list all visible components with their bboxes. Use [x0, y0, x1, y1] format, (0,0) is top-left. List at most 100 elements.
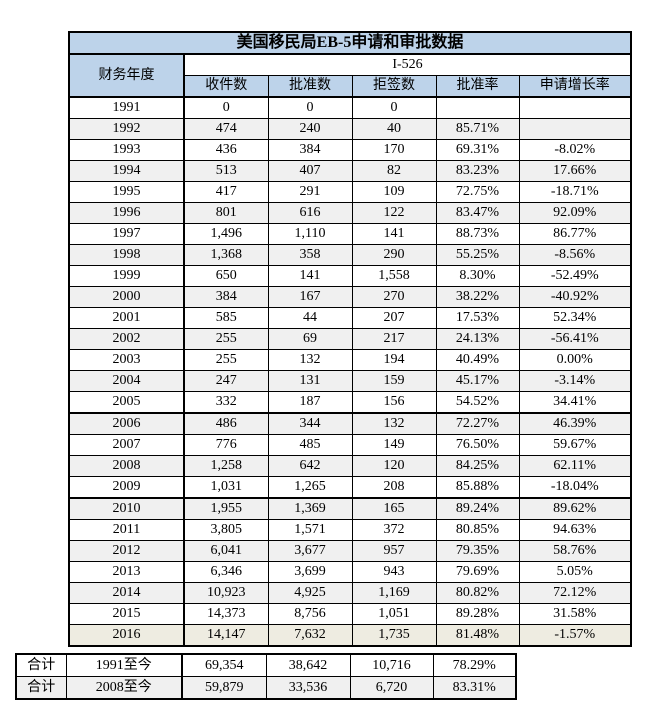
fiscal-year-header: 财务年度	[68, 53, 185, 98]
year-cell: 2006	[68, 412, 185, 435]
table-row: 1999 650 141 1,558 8.30% -52.49%	[68, 265, 632, 287]
received-cell: 585	[183, 307, 269, 329]
approved-cell: 3,699	[267, 561, 353, 583]
received-cell: 6,041	[183, 540, 269, 562]
year-cell: 1996	[68, 202, 185, 224]
growth-rate-cell: 94.63%	[518, 519, 632, 541]
total-approval-rate-cell: 78.29%	[432, 653, 517, 677]
year-cell: 1997	[68, 223, 185, 245]
approval-rate-cell: 45.17%	[435, 370, 520, 392]
approval-rate-cell: 55.25%	[435, 244, 520, 266]
approved-cell: 4,925	[267, 582, 353, 604]
table-row: 2016 14,147 7,632 1,735 81.48% -1.57%	[68, 624, 632, 647]
approval-rate-cell	[435, 96, 520, 119]
denied-cell: 943	[351, 561, 437, 583]
table-row: 2005 332 187 156 54.52% 34.41%	[68, 391, 632, 414]
total-range-cell: 2008至今	[65, 676, 183, 700]
received-cell: 3,805	[183, 519, 269, 541]
growth-rate-cell: -18.71%	[518, 181, 632, 203]
denied-cell: 122	[351, 202, 437, 224]
approved-cell: 1,265	[267, 476, 353, 499]
approved-cell: 291	[267, 181, 353, 203]
year-cell: 2014	[68, 582, 185, 604]
received-cell: 776	[183, 434, 269, 456]
year-cell: 2001	[68, 307, 185, 329]
received-cell: 436	[183, 139, 269, 161]
table-row: 2007 776 485 149 76.50% 59.67%	[68, 434, 632, 456]
growth-rate-cell: -40.92%	[518, 286, 632, 308]
table-row: 2012 6,041 3,677 957 79.35% 58.76%	[68, 540, 632, 562]
growth-rate-cell: 52.34%	[518, 307, 632, 329]
totals-table: 合计 1991至今 69,354 38,642 10,716 78.29% 合计…	[15, 653, 517, 700]
approval-rate-cell: 17.53%	[435, 307, 520, 329]
growth-rate-cell: -8.56%	[518, 244, 632, 266]
year-cell: 2011	[68, 519, 185, 541]
approval-rate-cell: 40.49%	[435, 349, 520, 371]
received-cell: 332	[183, 391, 269, 414]
approval-rate-cell: 89.28%	[435, 603, 520, 625]
approval-rate-cell: 84.25%	[435, 455, 520, 477]
approved-cell: 131	[267, 370, 353, 392]
approval-rate-cell: 69.31%	[435, 139, 520, 161]
received-cell: 0	[183, 96, 269, 119]
year-cell: 2002	[68, 328, 185, 350]
year-cell: 2012	[68, 540, 185, 562]
total-approved-cell: 38,642	[265, 653, 351, 677]
approved-cell: 616	[267, 202, 353, 224]
denied-cell: 208	[351, 476, 437, 499]
denied-cell: 957	[351, 540, 437, 562]
growth-rate-cell: 31.58%	[518, 603, 632, 625]
approval-rate-cell: 89.24%	[435, 497, 520, 520]
received-cell: 1,368	[183, 244, 269, 266]
table-row: 2010 1,955 1,369 165 89.24% 89.62%	[68, 497, 632, 520]
approval-rate-cell: 85.88%	[435, 476, 520, 499]
totals-row: 合计 1991至今 69,354 38,642 10,716 78.29%	[15, 653, 517, 677]
received-cell: 1,258	[183, 455, 269, 477]
growth-rate-cell	[518, 96, 632, 119]
table-row: 1994 513 407 82 83.23% 17.66%	[68, 160, 632, 182]
approved-cell: 44	[267, 307, 353, 329]
total-received-cell: 69,354	[181, 653, 267, 677]
growth-rate-cell: 92.09%	[518, 202, 632, 224]
denied-cell: 270	[351, 286, 437, 308]
growth-rate-cell: 34.41%	[518, 391, 632, 414]
table-row: 1996 801 616 122 83.47% 92.09%	[68, 202, 632, 224]
received-cell: 14,373	[183, 603, 269, 625]
table-row: 2001 585 44 207 17.53% 52.34%	[68, 307, 632, 329]
approved-cell: 132	[267, 349, 353, 371]
approval-rate-column-header: 批准率	[435, 75, 520, 98]
denied-cell: 82	[351, 160, 437, 182]
year-cell: 1994	[68, 160, 185, 182]
approved-cell: 8,756	[267, 603, 353, 625]
table-row: 1998 1,368 358 290 55.25% -8.56%	[68, 244, 632, 266]
title-row: 美国移民局EB-5申请和审批数据	[68, 31, 632, 55]
denied-cell: 159	[351, 370, 437, 392]
table-body: 1991 0 0 0 1992 474 240 40 85.71% 1993 4…	[68, 96, 632, 647]
denied-cell: 156	[351, 391, 437, 414]
approved-cell: 407	[267, 160, 353, 182]
approved-cell: 642	[267, 455, 353, 477]
approval-rate-cell: 83.23%	[435, 160, 520, 182]
approval-rate-cell: 79.35%	[435, 540, 520, 562]
totals-row: 合计 2008至今 59,879 33,536 6,720 83.31%	[15, 676, 517, 700]
received-cell: 255	[183, 349, 269, 371]
approval-rate-cell: 8.30%	[435, 265, 520, 287]
denied-cell: 132	[351, 412, 437, 435]
approved-cell: 1,110	[267, 223, 353, 245]
approved-cell: 384	[267, 139, 353, 161]
year-cell: 1991	[68, 96, 185, 119]
denied-cell: 149	[351, 434, 437, 456]
growth-rate-column-header: 申请增长率	[518, 75, 632, 98]
year-cell: 2009	[68, 476, 185, 499]
approval-rate-cell: 81.48%	[435, 624, 520, 647]
eb5-data-table: 美国移民局EB-5申请和审批数据 财务年度 I-526 收件数 批准数 拒签数 …	[68, 31, 632, 647]
table-row: 2000 384 167 270 38.22% -40.92%	[68, 286, 632, 308]
total-range-cell: 1991至今	[65, 653, 183, 677]
approval-rate-cell: 80.85%	[435, 519, 520, 541]
year-cell: 2013	[68, 561, 185, 583]
table-row: 1995 417 291 109 72.75% -18.71%	[68, 181, 632, 203]
approved-cell: 3,677	[267, 540, 353, 562]
approved-cell: 344	[267, 412, 353, 435]
table-row: 2013 6,346 3,699 943 79.69% 5.05%	[68, 561, 632, 583]
